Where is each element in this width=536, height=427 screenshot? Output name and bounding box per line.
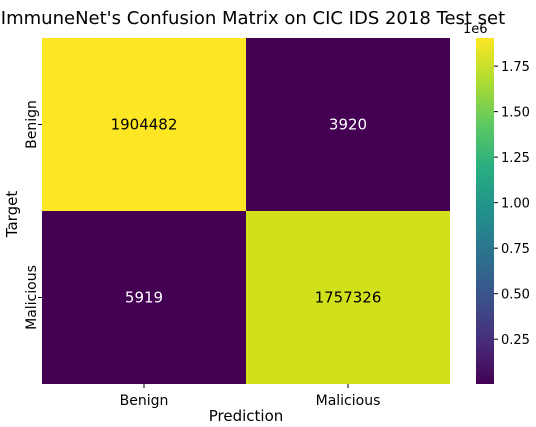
cell-value-label: 5919 xyxy=(125,289,163,307)
colorbar-tick-label: 1.25 xyxy=(501,151,530,166)
colorbar: 1e6 0.25 0.50 0.75 1.00 1.25 1.50 1.75 xyxy=(463,22,530,384)
cell-value-label: 1904482 xyxy=(111,116,178,134)
x-axis-ticks: Benign Malicious xyxy=(120,384,381,409)
colorbar-tick-label: 1.50 xyxy=(501,106,530,121)
x-tick-label: Malicious xyxy=(316,393,381,409)
heatmap-cell xyxy=(246,211,450,384)
y-tick-label: Benign xyxy=(24,100,40,149)
colorbar-ticks: 0.25 0.50 0.75 1.00 1.25 1.50 1.75 xyxy=(494,60,530,348)
colorbar-tick-label: 0.25 xyxy=(501,333,530,348)
heatmap-cell xyxy=(42,211,246,384)
heatmap-cell xyxy=(246,38,450,211)
y-axis-label: Target xyxy=(3,191,21,239)
chart-title: ImmuneNet's Confusion Matrix on CIC IDS … xyxy=(1,8,505,29)
colorbar-tick-label: 0.75 xyxy=(501,242,530,257)
heatmap-cells: 1904482 3920 5919 1757326 xyxy=(42,38,450,384)
x-axis-label: Prediction xyxy=(209,407,284,425)
cell-value-label: 1757326 xyxy=(315,289,382,307)
x-tick-label: Benign xyxy=(120,393,169,409)
cell-value-label: 3920 xyxy=(329,116,367,134)
colorbar-tick-label: 0.50 xyxy=(501,288,530,303)
y-tick-label: Malicious xyxy=(24,265,40,330)
colorbar-tick-label: 1.00 xyxy=(501,197,530,212)
y-axis-ticks: Benign Malicious xyxy=(24,100,42,330)
colorbar-tick-label: 1.75 xyxy=(501,60,530,75)
heatmap-cell xyxy=(42,38,246,211)
colorbar-gradient xyxy=(476,38,494,384)
colorbar-multiplier: 1e6 xyxy=(463,22,488,37)
